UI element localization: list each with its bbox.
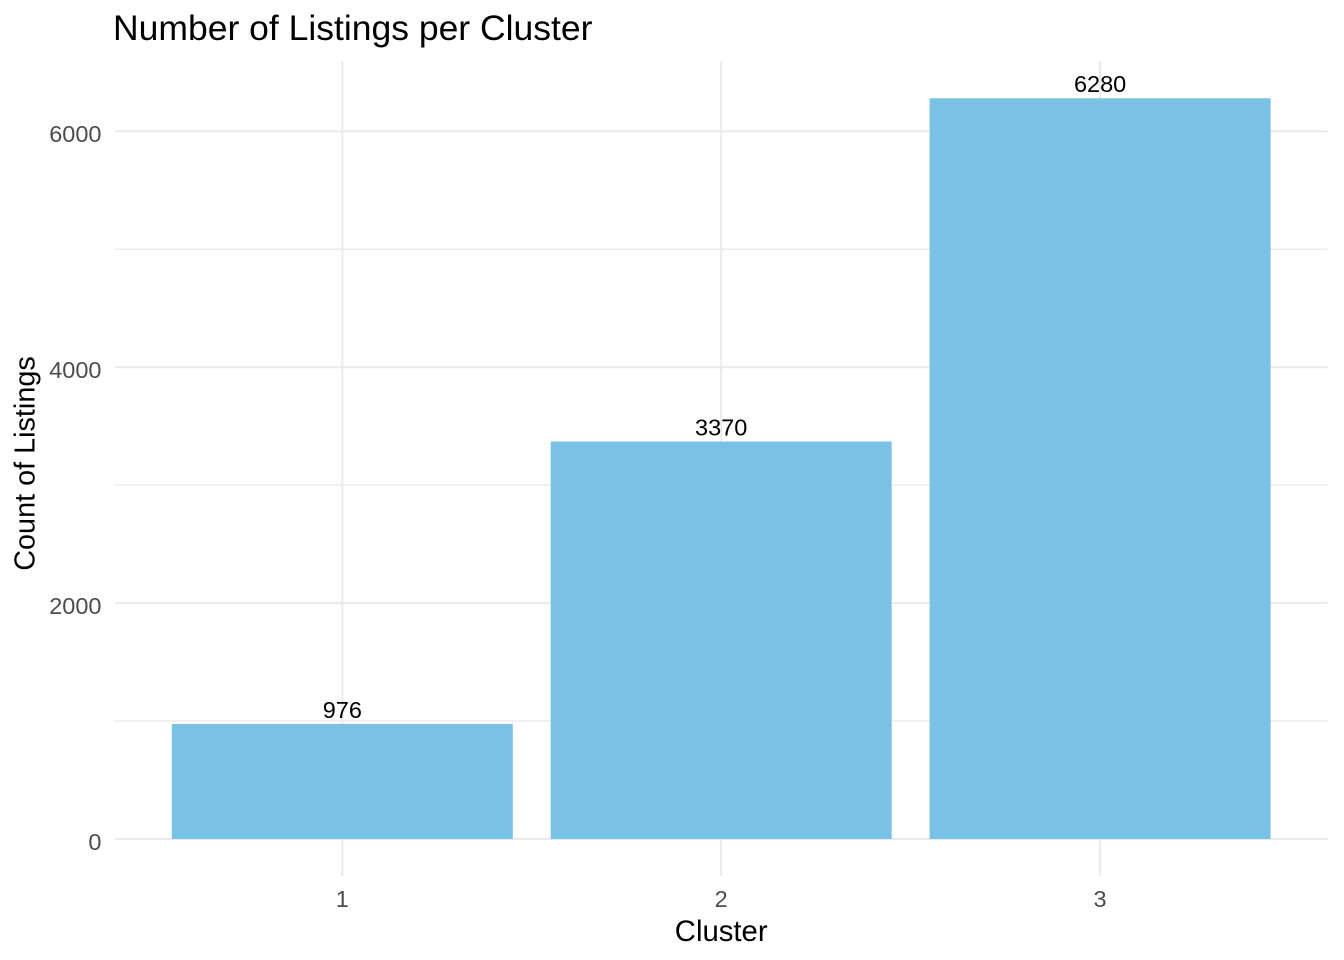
svg-text:3370: 3370 xyxy=(695,414,747,440)
svg-text:2: 2 xyxy=(715,886,728,912)
svg-text:6280: 6280 xyxy=(1074,71,1126,97)
svg-text:6000: 6000 xyxy=(49,121,101,147)
svg-text:Cluster: Cluster xyxy=(675,915,768,948)
svg-text:2000: 2000 xyxy=(49,593,101,619)
svg-text:0: 0 xyxy=(88,829,101,855)
svg-text:976: 976 xyxy=(323,697,362,723)
svg-text:3: 3 xyxy=(1094,886,1107,912)
svg-text:Count of Listings: Count of Listings xyxy=(10,356,42,571)
svg-text:1: 1 xyxy=(336,886,349,912)
svg-text:Number of Listings per Cluster: Number of Listings per Cluster xyxy=(113,8,593,48)
svg-text:4000: 4000 xyxy=(49,357,101,383)
